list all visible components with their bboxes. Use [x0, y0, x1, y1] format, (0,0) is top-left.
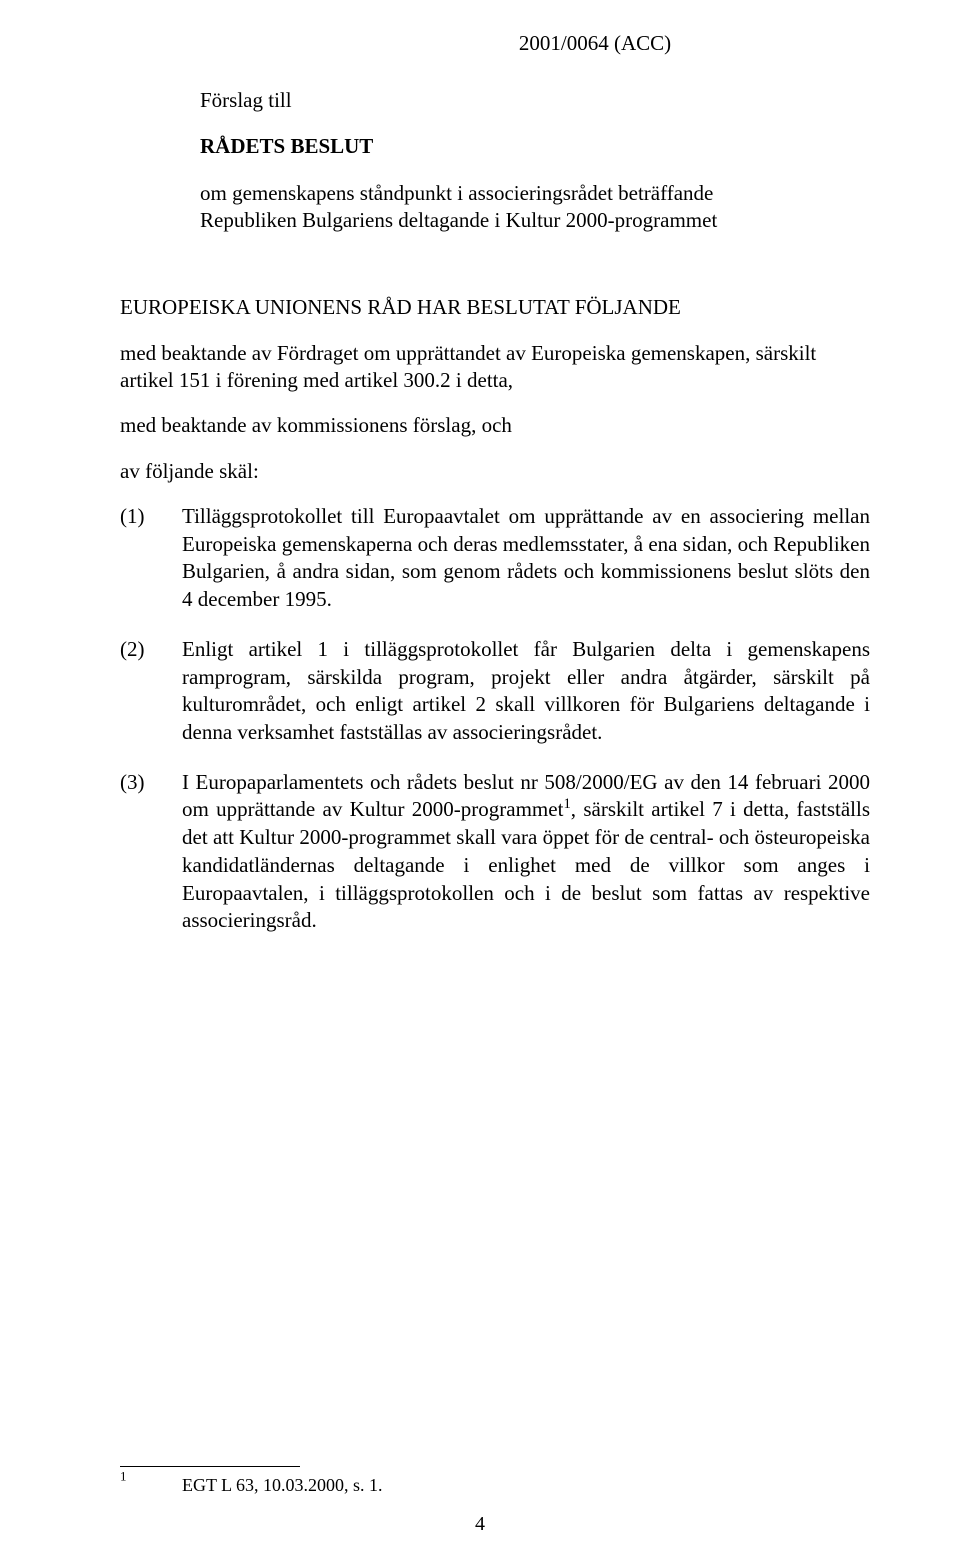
- recital-para-1: med beaktande av Fördraget om upprättand…: [120, 340, 870, 395]
- document-reference: 2001/0064 (ACC): [320, 30, 870, 57]
- recital-item: (2) Enligt artikel 1 i tilläggsprotokoll…: [120, 636, 870, 747]
- footnote-num-sup: 1: [120, 1468, 127, 1483]
- recital-text: Enligt artikel 1 i tilläggsprotokollet f…: [182, 636, 870, 747]
- document-page: 2001/0064 (ACC) Förslag till RÅDETS BESL…: [0, 0, 960, 1557]
- proposal-intro: Förslag till: [200, 87, 870, 114]
- footnote-number: 1: [120, 1474, 182, 1497]
- recital-number: (1): [120, 503, 182, 614]
- footnote: 1 EGT L 63, 10.03.2000, s. 1.: [120, 1474, 383, 1497]
- recital-text: Tilläggsprotokollet till Europaavtalet o…: [182, 503, 870, 614]
- footnote-reference: 1: [563, 796, 570, 812]
- recital-intro: EUROPEISKA UNIONENS RÅD HAR BESLUTAT FÖL…: [120, 294, 870, 321]
- footnote-text: EGT L 63, 10.03.2000, s. 1.: [182, 1474, 383, 1497]
- recital-list: (1) Tilläggsprotokollet till Europaavtal…: [120, 503, 870, 935]
- recital-item: (1) Tilläggsprotokollet till Europaavtal…: [120, 503, 870, 614]
- recital-item: (3) I Europaparlamentets och rådets besl…: [120, 769, 870, 935]
- page-number: 4: [0, 1511, 960, 1537]
- footnote-separator: [120, 1466, 300, 1467]
- council-decision-heading: RÅDETS BESLUT: [200, 133, 870, 160]
- recital-para-3: av följande skäl:: [120, 458, 870, 485]
- recital-number: (3): [120, 769, 182, 935]
- recital-number: (2): [120, 636, 182, 747]
- subject-line: om gemenskapens ståndpunkt i associering…: [200, 180, 720, 235]
- recital-para-2: med beaktande av kommissionens förslag, …: [120, 412, 870, 439]
- recital-text: I Europaparlamentets och rådets beslut n…: [182, 769, 870, 935]
